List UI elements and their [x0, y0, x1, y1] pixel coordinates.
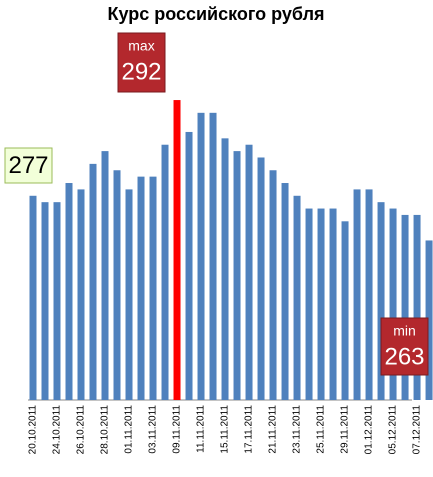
bar: [317, 208, 325, 400]
callout-label: min: [393, 323, 416, 339]
bar: [269, 170, 277, 400]
x-tick-label: 25.11.2011: [316, 405, 327, 454]
bar: [113, 170, 121, 400]
bar: [233, 151, 241, 400]
bar: [41, 202, 49, 400]
bar: [77, 189, 85, 400]
bar: [341, 221, 349, 400]
bar: [221, 138, 229, 400]
bar: [101, 151, 109, 400]
bar: [293, 195, 301, 400]
x-tick-label: 20.10.2011: [28, 405, 39, 455]
x-tick-label: 21.11.2011: [268, 405, 279, 454]
bar: [245, 144, 253, 400]
bar: [173, 100, 181, 401]
bar: [329, 208, 337, 400]
bar: [281, 183, 289, 400]
callout: 277: [4, 147, 53, 184]
bar: [305, 208, 313, 400]
bar: [365, 189, 373, 400]
x-tick-label: 03.11.2011: [148, 405, 159, 454]
callout: min 263: [380, 317, 429, 376]
callout-value: 263: [384, 343, 424, 370]
x-tick-label: 05.12.2011: [388, 405, 399, 455]
bar: [29, 195, 37, 400]
bar: [89, 163, 97, 400]
bar: [125, 189, 133, 400]
bar: [353, 189, 361, 400]
bar: [65, 183, 73, 400]
x-tick-label: 11.11.2011: [196, 405, 207, 453]
callout-value: 292: [121, 58, 161, 85]
x-tick-label: 17.11.2011: [244, 405, 255, 454]
bar: [257, 157, 265, 400]
x-tick-label: 15.11.2011: [220, 405, 231, 454]
bar: [401, 214, 409, 400]
chart-title: Курс российского рубля: [107, 4, 324, 24]
bar: [377, 202, 385, 400]
x-tick-label: 29.11.2011: [340, 405, 351, 454]
bar: [137, 176, 145, 400]
callout-label: max: [128, 38, 154, 54]
x-tick-label: 01.12.2011: [364, 405, 375, 455]
x-tick-label: 28.10.2011: [100, 405, 111, 455]
x-tick-label: 01.11.2011: [124, 405, 135, 454]
callout-box: [380, 317, 429, 376]
bar: [53, 202, 61, 400]
bar: [197, 112, 205, 401]
x-tick-label: 23.11.2011: [292, 405, 303, 454]
x-tick-label: 07.12.2011: [412, 405, 423, 455]
callout-box: [4, 147, 53, 184]
bar: [161, 144, 169, 400]
bar: [149, 176, 157, 400]
bar: [389, 208, 397, 400]
bar: [425, 240, 433, 400]
bar: [413, 214, 421, 400]
callout-box: [117, 32, 166, 93]
callout-value: 277: [8, 152, 48, 179]
callout: max 292: [117, 32, 166, 93]
x-tick-label: 09.11.2011: [172, 405, 183, 454]
x-tick-label: 24.10.2011: [52, 405, 63, 455]
x-tick-label: 26.10.2011: [76, 405, 87, 455]
bar: [185, 131, 193, 401]
bar: [209, 112, 217, 401]
